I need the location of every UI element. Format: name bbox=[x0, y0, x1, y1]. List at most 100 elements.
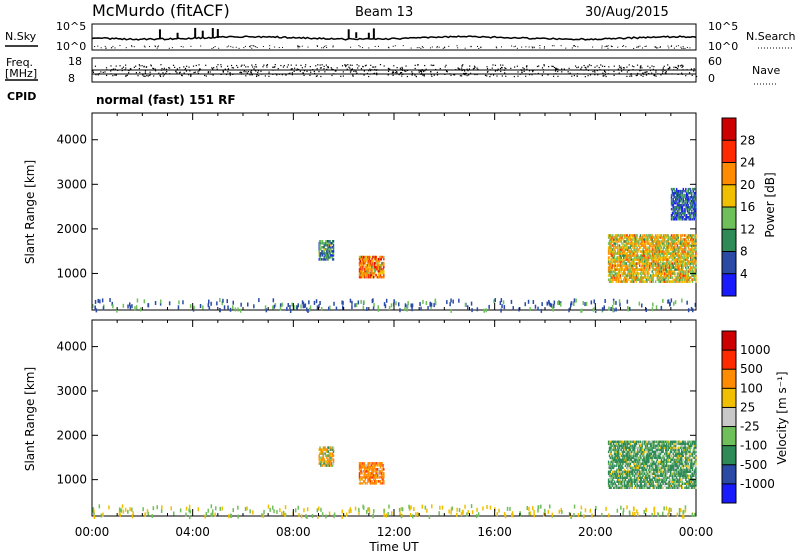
echo-cell bbox=[612, 308, 614, 313]
echo-cell bbox=[616, 280, 618, 283]
echo-cell bbox=[685, 214, 688, 217]
echo-cell bbox=[695, 238, 697, 241]
freq-dot bbox=[258, 74, 260, 77]
freq-dot bbox=[541, 67, 544, 69]
echo-cell bbox=[677, 201, 679, 205]
echo-cell bbox=[358, 261, 361, 265]
echo-cell bbox=[670, 201, 673, 205]
echo-cell bbox=[651, 446, 653, 450]
echo-cell bbox=[685, 244, 688, 247]
echo-cell bbox=[666, 264, 669, 267]
echo-cell bbox=[134, 306, 136, 311]
nsearch-dot bbox=[514, 45, 516, 47]
echo-cell bbox=[363, 273, 365, 277]
echo-cell bbox=[680, 214, 683, 217]
echo-cell bbox=[686, 280, 689, 283]
echo-cell bbox=[674, 234, 676, 237]
echo-cell bbox=[672, 440, 674, 444]
echo-cell bbox=[601, 307, 604, 312]
echo-cell bbox=[612, 236, 615, 239]
echo-cell bbox=[674, 256, 676, 259]
echo-cell bbox=[663, 244, 665, 247]
freq-dot bbox=[149, 74, 151, 77]
nsearch-dot bbox=[156, 47, 158, 49]
echo-cell bbox=[675, 440, 678, 444]
echo-cell bbox=[671, 474, 674, 477]
echo-cell bbox=[665, 274, 667, 277]
echo-cell bbox=[685, 187, 687, 191]
echo-cell bbox=[623, 472, 625, 475]
echo-cell bbox=[373, 265, 376, 269]
echo-cell bbox=[619, 260, 622, 263]
nsearch-dot bbox=[274, 46, 276, 48]
echo-cell bbox=[682, 466, 685, 470]
echo-cell bbox=[661, 256, 664, 259]
echo-cell bbox=[687, 197, 690, 201]
echo-cell bbox=[664, 234, 666, 237]
echo-cell bbox=[693, 201, 695, 205]
echo-cell bbox=[650, 264, 653, 267]
echo-cell bbox=[645, 446, 648, 450]
echo-cell bbox=[681, 201, 684, 205]
freq-dot bbox=[596, 69, 598, 72]
echo-cell bbox=[673, 218, 675, 221]
echo-cell bbox=[649, 242, 652, 245]
echo-cell bbox=[638, 260, 640, 263]
echo-cell bbox=[382, 267, 384, 271]
echo-cell bbox=[666, 240, 669, 243]
echo-cell bbox=[633, 274, 635, 277]
echo-cell bbox=[613, 242, 616, 245]
echo-cell bbox=[671, 462, 674, 466]
echo-cell bbox=[631, 472, 633, 475]
echo-cell bbox=[642, 450, 644, 454]
echo-cell bbox=[640, 478, 643, 481]
echo-cell bbox=[685, 262, 688, 265]
echo-cell bbox=[665, 248, 667, 251]
echo-cell bbox=[610, 268, 612, 271]
echo-cell bbox=[610, 276, 612, 279]
echo-cell bbox=[553, 300, 556, 305]
echo-cell bbox=[636, 270, 638, 273]
echo-cell bbox=[659, 244, 662, 247]
freq-dot bbox=[603, 70, 606, 73]
echo-cell bbox=[685, 460, 687, 464]
echo-cell bbox=[620, 460, 622, 464]
echo-cell bbox=[679, 280, 681, 283]
echo-cell bbox=[404, 307, 406, 312]
echo-cell bbox=[674, 250, 676, 253]
echo-cell bbox=[399, 308, 401, 313]
echo-cell bbox=[651, 456, 653, 460]
echo-cell bbox=[650, 454, 653, 458]
echo-cell bbox=[670, 246, 673, 249]
echo-cell bbox=[655, 448, 658, 452]
echo-cell bbox=[623, 246, 625, 249]
echo-cell bbox=[609, 444, 612, 448]
echo-cell bbox=[678, 454, 680, 458]
nsearch-dot bbox=[362, 47, 364, 49]
echo-cell bbox=[322, 242, 325, 245]
echo-cell bbox=[464, 302, 467, 307]
freq-dot bbox=[373, 66, 375, 68]
echo-cell bbox=[649, 236, 652, 239]
echo-cell bbox=[664, 478, 666, 481]
echo-cell bbox=[694, 214, 696, 217]
echo-cell bbox=[636, 474, 638, 477]
echo-cell bbox=[683, 244, 685, 247]
echo-cell bbox=[679, 207, 681, 211]
echo-cell bbox=[695, 201, 697, 205]
echo-cell bbox=[406, 304, 409, 309]
echo-cell bbox=[625, 452, 627, 456]
echo-cell bbox=[626, 452, 628, 456]
echo-cell bbox=[695, 205, 697, 209]
echo-cell bbox=[652, 460, 654, 464]
power-ylabel: Slant Range [km] bbox=[23, 160, 37, 264]
echo-cell bbox=[618, 272, 621, 275]
echo-cell bbox=[665, 242, 668, 245]
echo-cell bbox=[683, 482, 685, 485]
echo-cell bbox=[318, 252, 320, 255]
echo-cell bbox=[663, 268, 665, 271]
echo-cell bbox=[665, 462, 668, 466]
echo-cell bbox=[612, 472, 614, 475]
echo-cell bbox=[617, 478, 619, 481]
freq-dot bbox=[543, 64, 545, 66]
